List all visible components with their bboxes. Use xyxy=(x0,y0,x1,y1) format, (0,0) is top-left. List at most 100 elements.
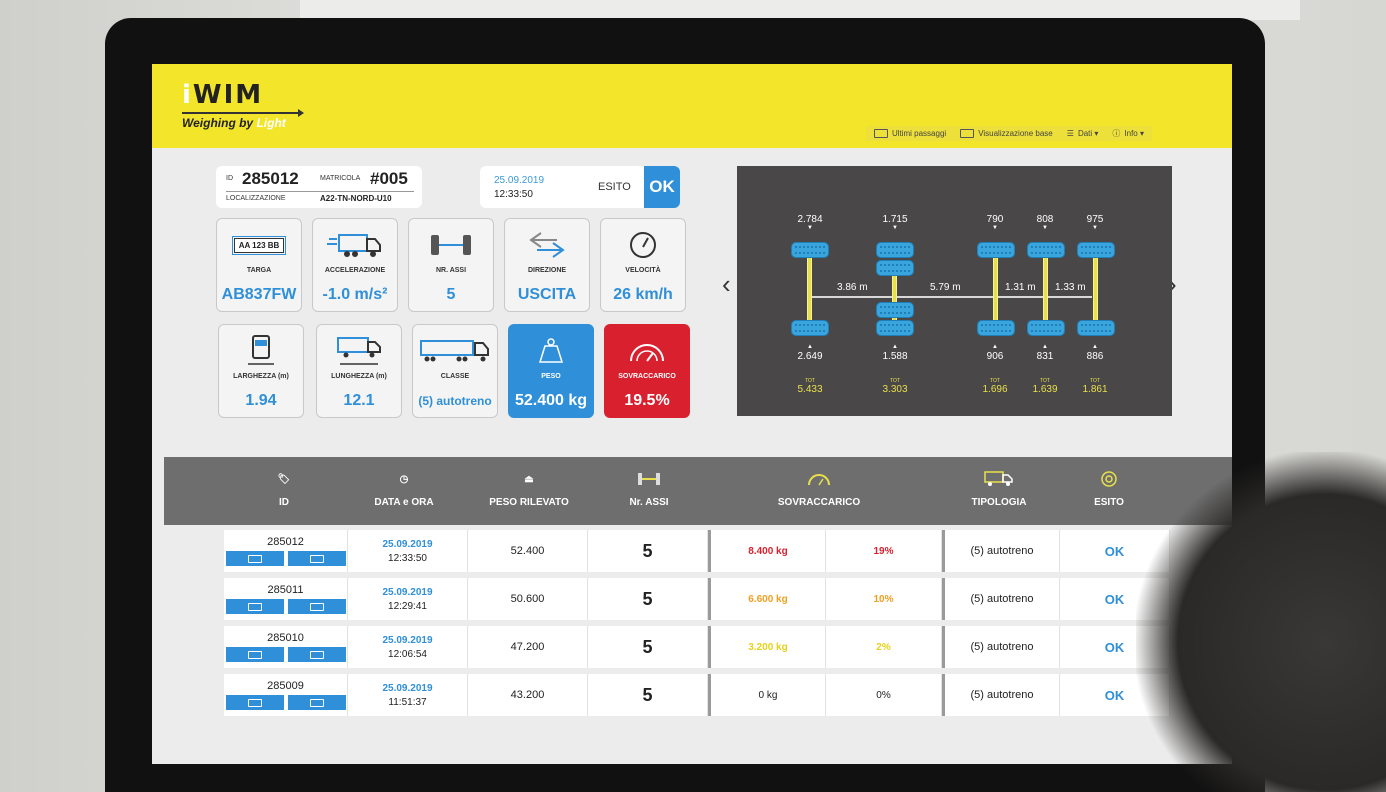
axle-shaft xyxy=(1043,254,1048,334)
tire-icon xyxy=(1077,242,1115,258)
printer-icon xyxy=(309,650,324,659)
axle-2-total: TOT 3.303 xyxy=(882,378,908,395)
license-plate-icon: AA 123 BB xyxy=(231,235,287,255)
nav-label: Ultimi passaggi xyxy=(891,129,947,138)
col-data-ora[interactable]: ◷ DATA e ORA xyxy=(364,467,444,509)
tile-accelerazione[interactable]: ACCELERAZIONE -1.0 m/s² xyxy=(312,218,398,312)
table-row[interactable]: 285010 25.09.2019 12:06:54 47.200 5 3.200… xyxy=(224,626,1170,668)
axle-3-bottom-load: ▲ 906 xyxy=(986,344,1004,362)
tile-targa[interactable]: AA 123 BB TARGA AB837FW xyxy=(216,218,302,312)
col-nr-assi[interactable]: Nr. ASSI xyxy=(619,467,679,508)
logo[interactable]: iWIM Weighing by Light xyxy=(182,80,304,130)
col-esito[interactable]: ESITO xyxy=(1084,467,1134,508)
truck-front-icon xyxy=(219,331,303,371)
tile-larghezza[interactable]: LARGHEZZA (m) 1.94 xyxy=(218,324,304,418)
truck-icon xyxy=(247,650,262,659)
info-icon: ⓘ xyxy=(1112,129,1121,138)
esito-date: 25.09.2019 xyxy=(494,175,545,186)
cell-over-pct: 0% xyxy=(826,674,942,716)
cell-tipologia: (5) autotreno xyxy=(942,578,1060,620)
cell-tipologia: (5) autotreno xyxy=(942,530,1060,572)
table-row[interactable]: 285012 25.09.2019 12:33:50 52.400 5 8.400… xyxy=(224,530,1170,572)
tile-nr-assi[interactable]: NR. ASSI 5 xyxy=(408,218,494,312)
col-peso-rilevato[interactable]: ⏏ PESO RILEVATO xyxy=(484,467,574,509)
nav-dati-dropdown[interactable]: ☰ Dati ▾ xyxy=(1067,129,1099,138)
cell-assi: 5 xyxy=(588,578,708,620)
print-button[interactable] xyxy=(287,551,346,566)
axle-icon xyxy=(619,467,679,491)
tag-icon: 🏷 xyxy=(277,473,291,485)
tile-value: 52.400 kg xyxy=(514,392,588,409)
table-row[interactable]: 285009 25.09.2019 11:51:37 43.200 5 0 kg … xyxy=(224,674,1170,716)
tile-label: PESO xyxy=(541,373,561,380)
view-truck-button[interactable] xyxy=(225,551,284,566)
weight-icon: ⏏ xyxy=(524,473,534,485)
col-label: ID xyxy=(279,497,289,508)
tile-value: (5) autotreno xyxy=(418,394,492,408)
background-frame xyxy=(300,0,1300,20)
tile-value: 5 xyxy=(446,286,456,303)
print-button[interactable] xyxy=(287,695,346,710)
app-screen: iWIM Weighing by Light Ultimi passaggi V… xyxy=(152,64,1232,764)
axle-2-top-load: 1.715 ▼ xyxy=(882,214,908,231)
view-truck-button[interactable] xyxy=(225,647,284,662)
tile-lunghezza[interactable]: LUNGHEZZA (m) 12.1 xyxy=(316,324,402,418)
distance-3-4: 1.31 m xyxy=(1005,282,1036,293)
weight-icon xyxy=(509,331,593,371)
tile-label: ACCELERAZIONE xyxy=(324,267,386,274)
tile-direzione[interactable]: DIREZIONE USCITA xyxy=(504,218,590,312)
truck-icon xyxy=(873,129,888,138)
cell-assi: 5 xyxy=(588,530,708,572)
cell-id: 285012 xyxy=(224,530,348,572)
cell-over-pct: 2% xyxy=(826,626,942,668)
tile-peso[interactable]: PESO 52.400 kg xyxy=(508,324,594,418)
top-nav: Ultimi passaggi Visualizzazione base ☰ Da… xyxy=(865,126,1152,141)
cell-peso: 52.400 xyxy=(468,530,588,572)
axle-3-top-load: 790 ▼ xyxy=(986,214,1004,231)
table-header: 🏷 ID ◷ DATA e ORA ⏏ PESO RILEVATO Nr. ASSI … xyxy=(164,457,1232,525)
col-label: Nr. ASSI xyxy=(629,497,669,508)
nav-info-dropdown[interactable]: ⓘ Info ▾ xyxy=(1112,128,1144,139)
speedometer-icon xyxy=(601,225,685,265)
prev-arrow-icon[interactable]: ‹ xyxy=(722,269,731,299)
tile-classe[interactable]: CLASSE (5) autotreno xyxy=(412,324,498,418)
printer-icon xyxy=(309,554,324,563)
cell-id: 285009 xyxy=(224,674,348,716)
tire-icon xyxy=(977,242,1015,258)
print-button[interactable] xyxy=(287,599,346,614)
tile-label: LUNGHEZZA (m) xyxy=(331,373,387,380)
col-sovraccarico[interactable]: SOVRACCARICO xyxy=(774,467,864,508)
cell-date: 25.09.2019 12:06:54 xyxy=(348,626,468,668)
axle-5-top-load: 975 ▼ xyxy=(1086,214,1104,231)
cell-peso: 50.600 xyxy=(468,578,588,620)
logo-text: WIM xyxy=(192,80,264,110)
next-arrow-icon[interactable]: › xyxy=(1168,269,1177,299)
nav-ultimi-passaggi[interactable]: Ultimi passaggi xyxy=(873,129,947,138)
cell-over-kg: 0 kg xyxy=(708,674,826,716)
axle-4-bottom-load: ▲ 831 xyxy=(1036,344,1054,362)
table-row[interactable]: 285011 25.09.2019 12:29:41 50.600 5 6.600… xyxy=(224,578,1170,620)
cell-over-kg: 3.200 kg xyxy=(708,626,826,668)
tile-sovraccarico[interactable]: SOVRACCARICO 19.5% xyxy=(604,324,690,418)
view-truck-button[interactable] xyxy=(225,599,284,614)
col-id[interactable]: 🏷 ID xyxy=(254,467,314,509)
print-button[interactable] xyxy=(287,647,346,662)
target-icon xyxy=(1084,467,1134,491)
esito-ok-badge[interactable]: OK xyxy=(644,166,680,208)
nav-visualizzazione-base[interactable]: Visualizzazione base xyxy=(960,129,1053,138)
cell-id: 285010 xyxy=(224,626,348,668)
tile-value: AB837FW xyxy=(221,286,297,303)
axle-1-top-load: 2.784 ▼ xyxy=(797,214,823,231)
cell-date: 25.09.2019 11:51:37 xyxy=(348,674,468,716)
view-truck-button[interactable] xyxy=(225,695,284,710)
tire-icon xyxy=(791,320,829,336)
truck-icon xyxy=(247,602,262,611)
col-tipologia[interactable]: TIPOLOGIA xyxy=(964,467,1034,508)
cell-tipologia: (5) autotreno xyxy=(942,626,1060,668)
tile-label: NR. ASSI xyxy=(435,267,467,274)
tile-velocita[interactable]: VELOCITÀ 26 km/h xyxy=(600,218,686,312)
axle-shaft xyxy=(1093,254,1098,334)
axle-5-total: TOT 1.861 xyxy=(1082,378,1108,395)
tire-icon xyxy=(876,320,914,336)
id-label: ID xyxy=(226,175,233,182)
